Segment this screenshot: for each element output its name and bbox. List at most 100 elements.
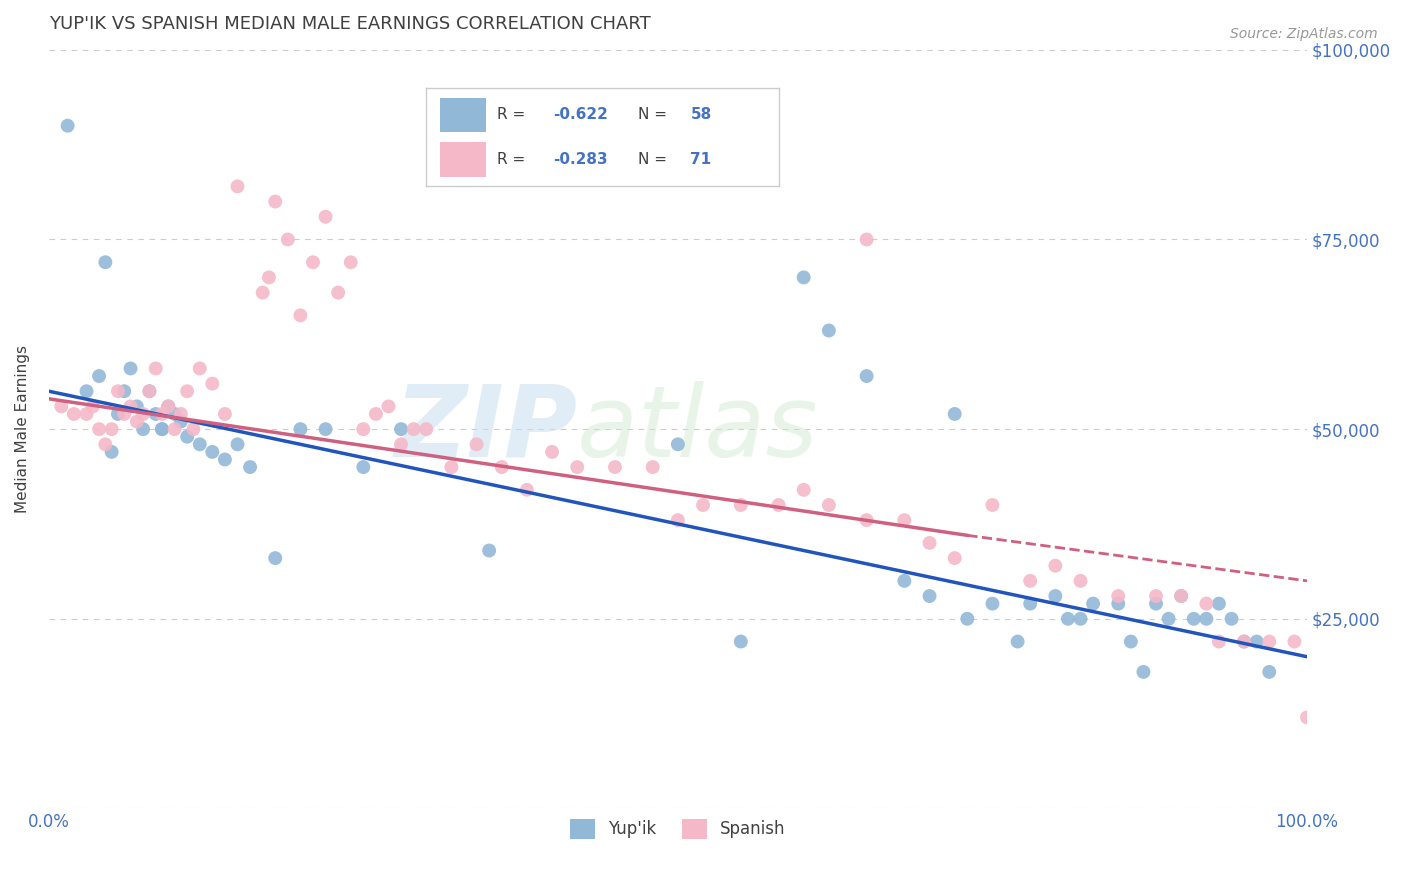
Point xyxy=(352,422,374,436)
Point xyxy=(94,437,117,451)
Point xyxy=(1107,589,1129,603)
Point xyxy=(1132,665,1154,679)
Point xyxy=(188,361,211,376)
Point xyxy=(730,498,752,512)
Point xyxy=(51,400,73,414)
Point xyxy=(793,483,815,497)
Point xyxy=(150,422,173,436)
Text: YUP'IK VS SPANISH MEDIAN MALE EARNINGS CORRELATION CHART: YUP'IK VS SPANISH MEDIAN MALE EARNINGS C… xyxy=(49,15,651,33)
Point xyxy=(145,361,167,376)
Point xyxy=(315,210,337,224)
Point xyxy=(465,437,488,451)
Point xyxy=(855,513,877,527)
Point xyxy=(125,415,148,429)
Y-axis label: Median Male Earnings: Median Male Earnings xyxy=(15,345,30,513)
Point xyxy=(389,437,412,451)
Point xyxy=(1208,634,1230,648)
Point xyxy=(1233,634,1256,648)
Point xyxy=(818,498,841,512)
Point xyxy=(112,384,135,399)
Point xyxy=(264,194,287,209)
Point xyxy=(1258,665,1281,679)
Point xyxy=(1007,634,1029,648)
Point xyxy=(1144,597,1167,611)
Point xyxy=(364,407,387,421)
Point xyxy=(943,407,966,421)
Point xyxy=(170,415,193,429)
Point xyxy=(328,285,350,300)
Point xyxy=(226,179,249,194)
Point xyxy=(389,422,412,436)
Text: atlas: atlas xyxy=(578,381,818,477)
Point xyxy=(1144,589,1167,603)
Point xyxy=(150,407,173,421)
Point xyxy=(1057,612,1080,626)
Point xyxy=(188,437,211,451)
Point xyxy=(666,437,689,451)
Point xyxy=(214,452,236,467)
Point xyxy=(132,407,155,421)
Point xyxy=(491,460,513,475)
Point xyxy=(818,324,841,338)
Point xyxy=(138,384,160,399)
Point xyxy=(315,422,337,436)
Point xyxy=(956,612,979,626)
Point xyxy=(1081,597,1104,611)
Point xyxy=(107,407,129,421)
Point xyxy=(183,422,205,436)
Point xyxy=(1296,710,1319,724)
Point xyxy=(793,270,815,285)
Point xyxy=(145,407,167,421)
Text: ZIP: ZIP xyxy=(394,381,578,477)
Point xyxy=(666,513,689,527)
Point xyxy=(163,407,186,421)
Point xyxy=(1233,634,1256,648)
Point xyxy=(239,460,262,475)
Point xyxy=(1070,612,1092,626)
Point xyxy=(855,232,877,246)
Point xyxy=(730,634,752,648)
Point xyxy=(918,536,941,550)
Point xyxy=(100,422,122,436)
Point xyxy=(201,376,224,391)
Point xyxy=(201,445,224,459)
Point xyxy=(138,384,160,399)
Point xyxy=(541,445,564,459)
Point xyxy=(176,430,198,444)
Point xyxy=(290,309,312,323)
Point xyxy=(290,422,312,436)
Point xyxy=(264,551,287,566)
Point xyxy=(893,513,915,527)
Point xyxy=(302,255,325,269)
Point xyxy=(1019,597,1042,611)
Point xyxy=(641,460,664,475)
Point xyxy=(1208,597,1230,611)
Point xyxy=(415,422,437,436)
Point xyxy=(125,400,148,414)
Point xyxy=(87,369,110,384)
Point xyxy=(855,369,877,384)
Point xyxy=(120,400,142,414)
Point xyxy=(120,361,142,376)
Point xyxy=(516,483,538,497)
Point xyxy=(1107,597,1129,611)
Point xyxy=(277,232,299,246)
Point xyxy=(157,400,180,414)
Point xyxy=(214,407,236,421)
Point xyxy=(1284,634,1306,648)
Point xyxy=(87,422,110,436)
Point xyxy=(603,460,626,475)
Point xyxy=(82,400,104,414)
Point xyxy=(981,597,1004,611)
Point xyxy=(1019,574,1042,588)
Point xyxy=(1170,589,1192,603)
Point xyxy=(1045,589,1067,603)
Point xyxy=(1045,558,1067,573)
Point xyxy=(176,384,198,399)
Point xyxy=(943,551,966,566)
Point xyxy=(94,255,117,269)
Legend: Yup'ik, Spanish: Yup'ik, Spanish xyxy=(564,812,792,846)
Point xyxy=(339,255,361,269)
Point xyxy=(981,498,1004,512)
Point xyxy=(478,543,501,558)
